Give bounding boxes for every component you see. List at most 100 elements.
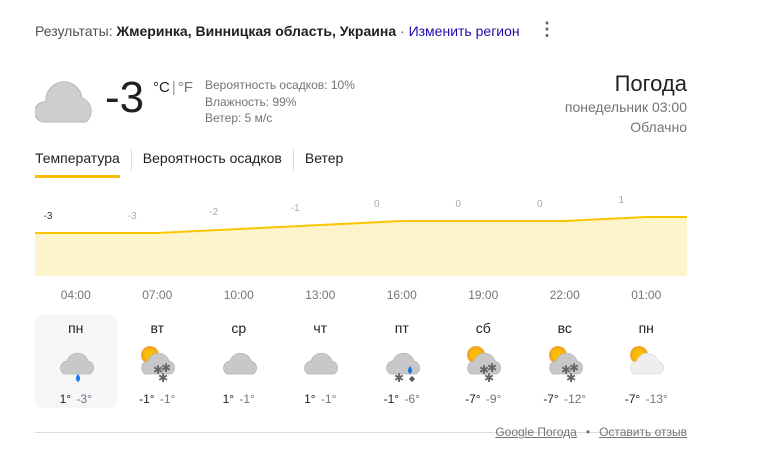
day-temps: -1° -6° xyxy=(361,392,443,406)
x-tick-label: 04:00 xyxy=(60,288,91,302)
svg-text:✱: ✱ xyxy=(561,363,571,377)
data-label: -1 xyxy=(291,203,300,214)
weather-details: Вероятность осадков: 10% Влажность: 99% … xyxy=(205,77,355,127)
x-tick-label: 10:00 xyxy=(223,288,254,302)
svg-text:✱: ✱ xyxy=(153,363,163,377)
condition: Облачно xyxy=(630,119,687,135)
results-line: Результаты: Жмеринка, Винницкая область,… xyxy=(35,23,520,39)
high-temp: 1° xyxy=(304,392,316,406)
day-0[interactable]: пн 1° -3° xyxy=(35,314,117,408)
day-name: пт xyxy=(394,320,409,336)
data-label: 0 xyxy=(455,199,461,210)
x-tick-label: 22:00 xyxy=(549,288,580,302)
day-7[interactable]: пн -7° -13° xyxy=(606,314,688,408)
day-4[interactable]: пт ✱ -1° -6° xyxy=(361,314,443,408)
tab-temperature[interactable]: Температура xyxy=(35,149,132,178)
day-name: пн xyxy=(638,320,654,336)
svg-text:✱: ✱ xyxy=(158,371,168,382)
divider xyxy=(35,432,687,433)
weather-header: Погода понедельник 03:00 Облачно xyxy=(565,71,687,137)
celsius-button[interactable]: °C xyxy=(153,79,170,96)
svg-text:✱: ✱ xyxy=(479,363,489,377)
data-label: -2 xyxy=(209,207,218,218)
fahrenheit-button[interactable]: °F xyxy=(177,79,193,96)
low-temp: -1° xyxy=(320,392,337,406)
day-1[interactable]: вт ✱ ✱ ✱ -1° -1° xyxy=(117,314,199,408)
low-temp: -3° xyxy=(76,392,92,406)
footer: Google Погода • Оставить отзыв xyxy=(495,425,687,439)
day-2[interactable]: ср 1° -1° xyxy=(198,314,280,408)
day-name: чт xyxy=(313,320,328,336)
data-label: 0 xyxy=(537,199,543,210)
partly-cloudy-snow-icon: ✱✱✱ xyxy=(141,346,176,385)
day-3[interactable]: чт 1° -1° xyxy=(280,314,362,408)
cloud-rain-icon xyxy=(59,352,94,382)
day-name: сб xyxy=(475,320,491,336)
day-6[interactable]: вс ✱ ✱ ✱ -7° -12° xyxy=(524,314,606,408)
high-temp: -7° xyxy=(543,392,559,406)
tab-wind[interactable]: Ветер xyxy=(304,150,344,166)
wind: Ветер: 5 м/с xyxy=(205,111,273,125)
data-label: 0 xyxy=(374,199,380,210)
google-weather-link[interactable]: Google Погода xyxy=(495,425,577,439)
low-temp: -13° xyxy=(645,392,668,406)
day-temps: 1° -3° xyxy=(35,392,117,406)
low-temp: -6° xyxy=(404,392,420,406)
x-tick-label: 19:00 xyxy=(468,288,499,302)
daily-forecast: пн 1° -3° вт ✱ ✱ ✱ -1° -1° ср 1° -1° чт 1° -1° пт ✱ -… xyxy=(35,314,687,408)
change-region-link[interactable]: Изменить регион xyxy=(408,23,520,39)
high-temp: -1° xyxy=(383,392,400,406)
svg-text:✱: ✱ xyxy=(487,361,497,375)
more-options-icon[interactable]: ⋮ xyxy=(538,19,556,39)
cloudy-icon xyxy=(304,352,339,375)
x-tick-label: 07:00 xyxy=(142,288,173,302)
precipitation: Вероятность осадков: 10% xyxy=(205,78,355,92)
data-label: -3 xyxy=(44,211,53,222)
data-label: -3 xyxy=(128,211,137,222)
day-temps: -1° -1° xyxy=(117,392,199,406)
day-temps: 1° -1° xyxy=(198,392,280,406)
unit-separator: | xyxy=(171,79,176,96)
day-5[interactable]: сб ✱ ✱ ✱ -7° -9° xyxy=(443,314,525,408)
day-name: ср xyxy=(231,320,247,336)
x-tick-label: 01:00 xyxy=(631,288,662,302)
temperature-chart: -3 -3 -2 -1 0 0 0 1 xyxy=(35,195,687,276)
datetime: понедельник 03:00 xyxy=(564,99,687,115)
partly-cloudy-snow-icon: ✱✱✱ xyxy=(548,346,583,385)
footer-dot: • xyxy=(585,425,591,439)
tab-precipitation[interactable]: Вероятность осадков xyxy=(143,149,294,171)
day-temps: -7° -12° xyxy=(524,392,606,406)
day-name: вт xyxy=(150,320,165,336)
x-tick-label: 16:00 xyxy=(386,288,417,302)
separator: · xyxy=(396,23,409,39)
partly-cloudy-snow-icon: ✱✱✱ xyxy=(467,346,502,385)
day-name: вс xyxy=(557,320,572,336)
feedback-link[interactable]: Оставить отзыв xyxy=(599,425,687,439)
weather-title: Погода xyxy=(614,71,687,96)
x-tick-label: 13:00 xyxy=(305,288,336,302)
cloud-rain-snow-icon: ✱ xyxy=(385,352,420,385)
low-temp: -12° xyxy=(564,392,587,406)
low-temp: -9° xyxy=(485,392,502,406)
location-name: Жмеринка, Винницкая область, Украина xyxy=(116,23,397,39)
partly-cloudy-icon xyxy=(630,346,665,375)
svg-text:✱: ✱ xyxy=(161,361,171,375)
svg-text:✱: ✱ xyxy=(569,361,579,375)
x-axis: 04:00 07:00 10:00 13:00 16:00 19:00 22:00 01:00 xyxy=(35,288,687,304)
low-temp: -1° xyxy=(159,392,176,406)
cloudy-icon xyxy=(222,352,257,375)
unit-switch: °C | °F xyxy=(153,79,193,96)
results-prefix: Результаты: xyxy=(35,23,117,39)
day-temps: 1° -1° xyxy=(280,392,362,406)
high-temp: -1° xyxy=(139,392,155,406)
high-temp: -7° xyxy=(624,392,641,406)
tabs: Температура Вероятность осадков Ветер xyxy=(35,149,365,178)
svg-text:✱: ✱ xyxy=(484,371,494,382)
low-temp: -1° xyxy=(239,392,255,406)
svg-text:✱: ✱ xyxy=(394,371,404,382)
humidity: Влажность: 99% xyxy=(205,94,297,109)
chart-area xyxy=(35,217,687,276)
high-temp: 1° xyxy=(222,392,235,406)
day-name: пн xyxy=(68,320,84,336)
current-temperature: -3 xyxy=(105,73,145,122)
